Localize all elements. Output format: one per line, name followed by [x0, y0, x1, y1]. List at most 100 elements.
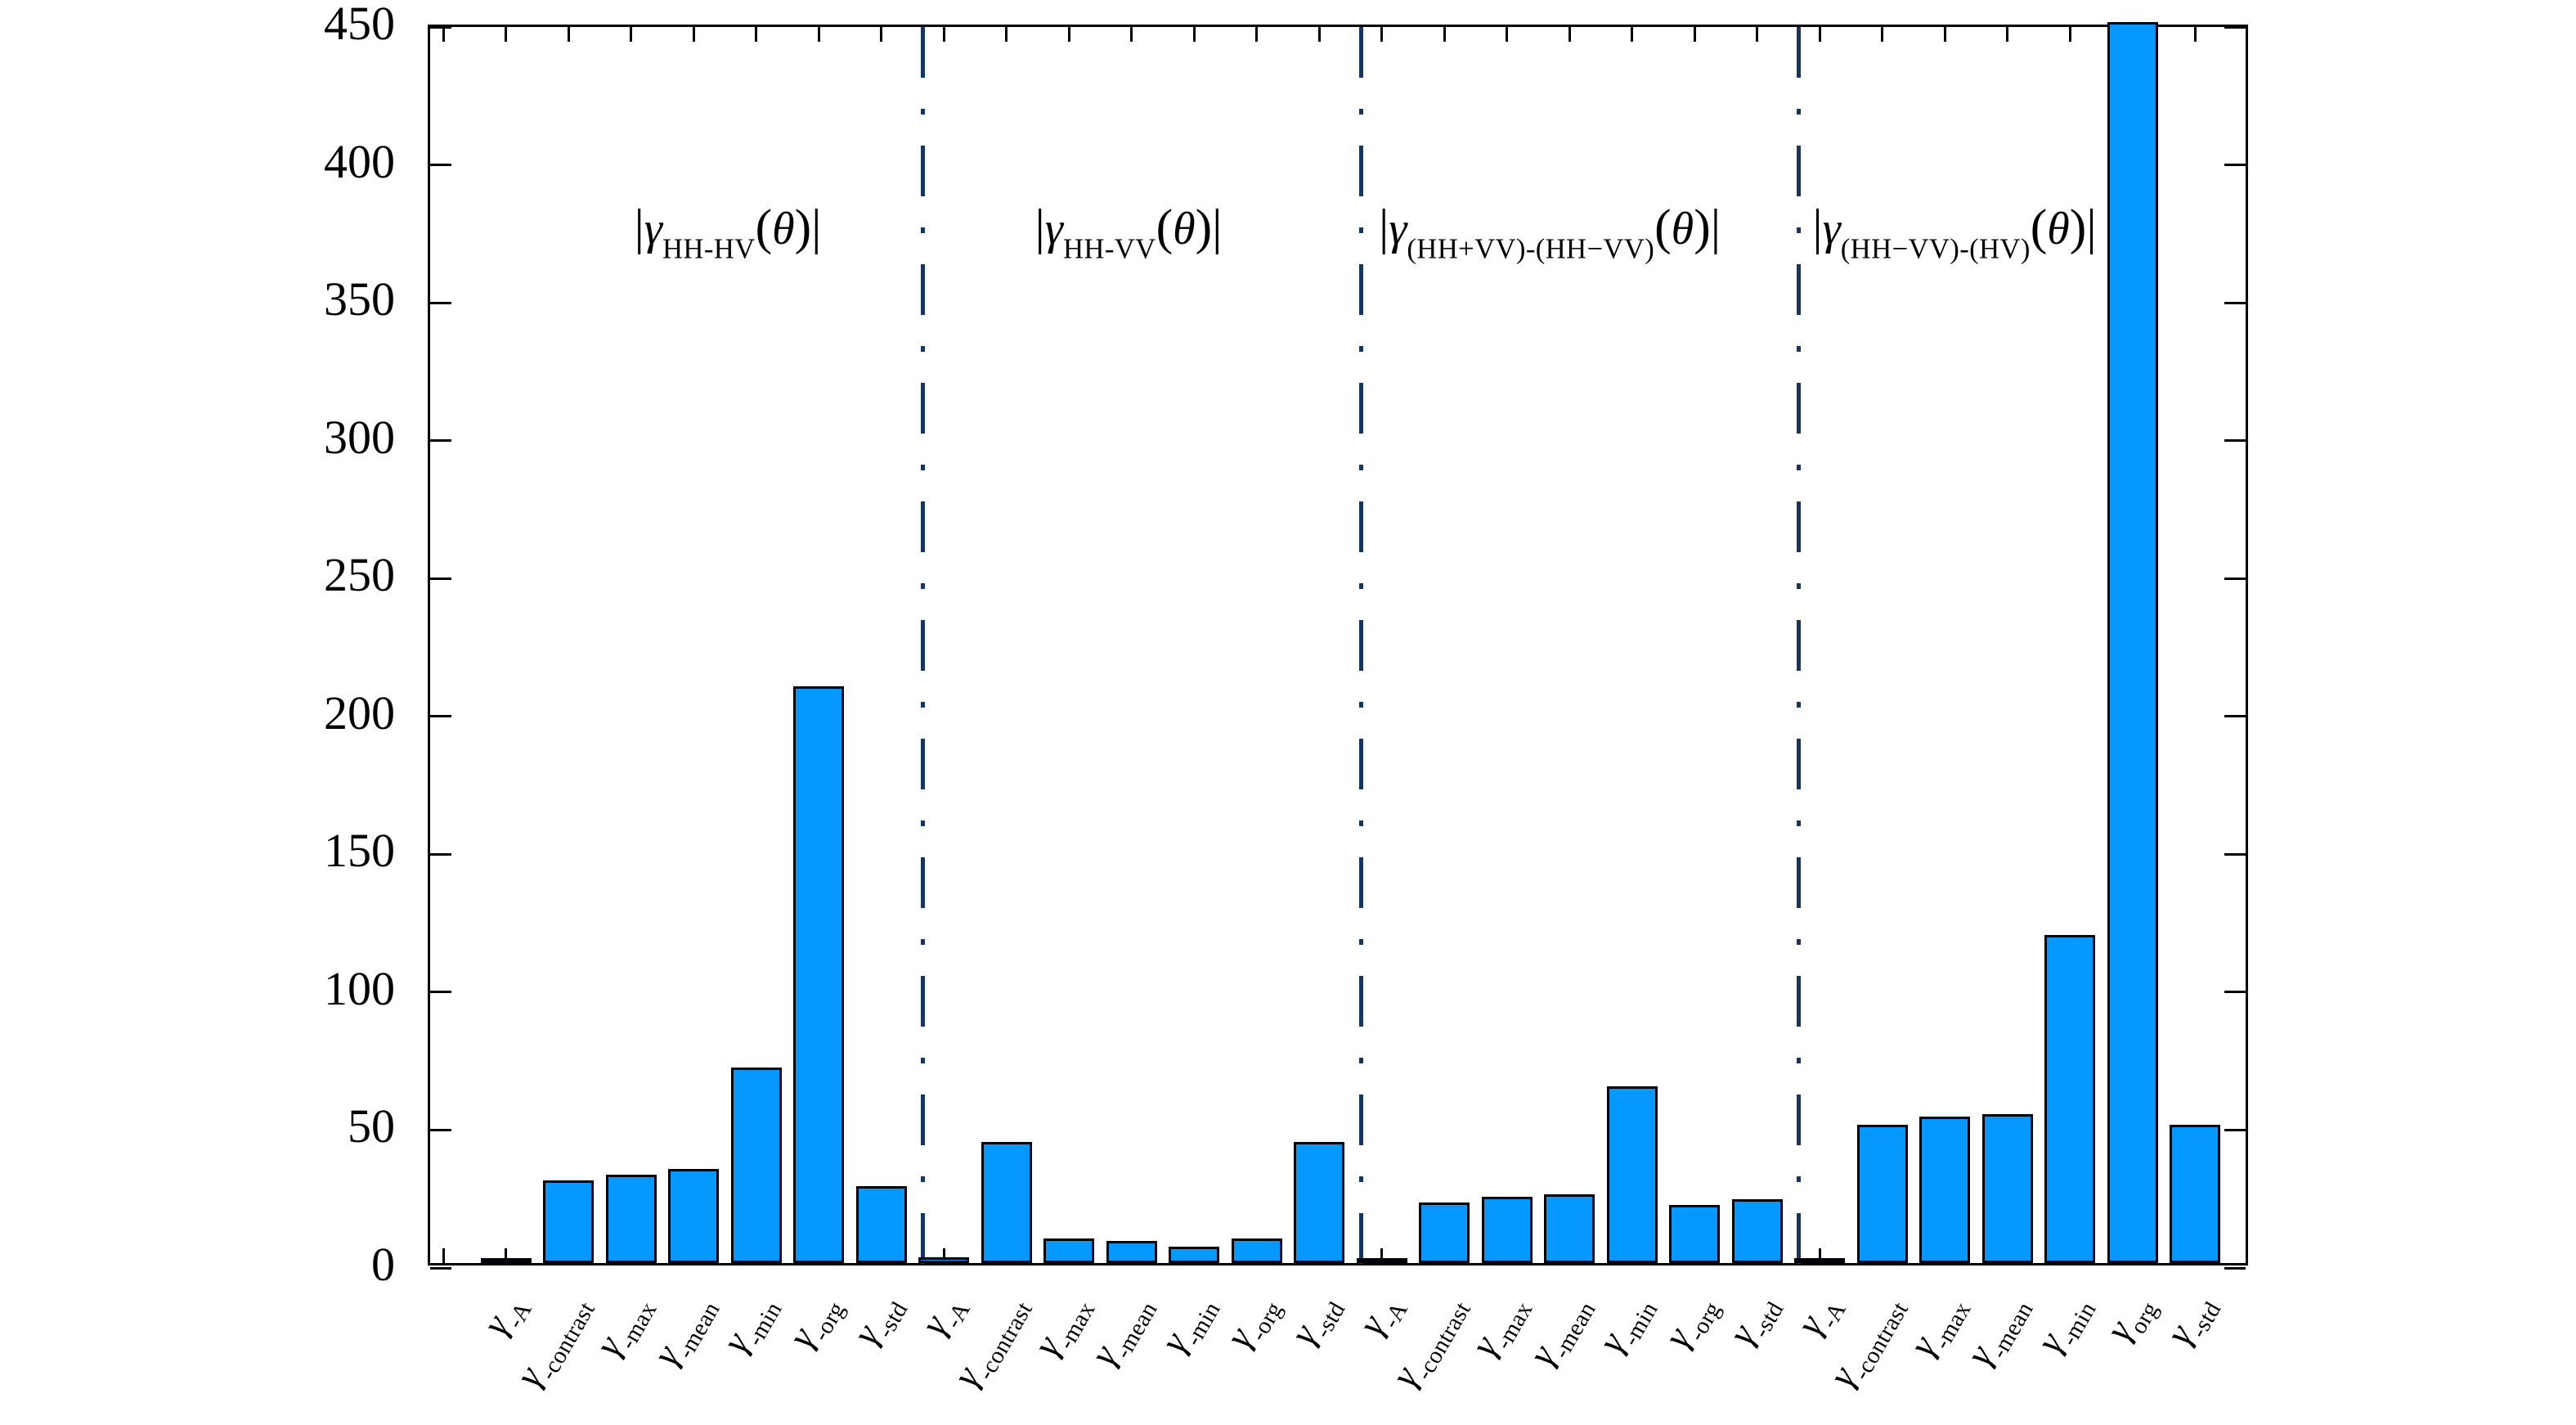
- x-tick-top: [442, 27, 445, 42]
- x-tick-top: [1756, 27, 1758, 42]
- y-tick-right: [2224, 1266, 2246, 1270]
- bar-γ-mean: [1106, 1241, 1157, 1263]
- x-tick-top: [1005, 27, 1008, 42]
- bar-γ-min: [2044, 934, 2095, 1263]
- y-tick-left: [430, 715, 451, 718]
- x-tick-top: [2193, 27, 2197, 42]
- y-tick-label: 400: [324, 134, 395, 188]
- x-tick-bottom: [942, 1248, 945, 1263]
- y-tick-right: [2224, 991, 2246, 994]
- x-tick-bottom: [1380, 1248, 1383, 1263]
- y-tick-left: [430, 25, 451, 29]
- bar-γ-A: [918, 1257, 969, 1263]
- x-tick-label: γorg: [2097, 1297, 2165, 1347]
- x-tick-top: [1130, 27, 1133, 42]
- x-tick-top: [692, 27, 695, 42]
- x-tick-bottom: [442, 1248, 445, 1263]
- x-tick-label: γ-std: [843, 1297, 913, 1351]
- bar-γ-contrast: [543, 1180, 594, 1263]
- x-tick-label: γ-mean: [1958, 1297, 2040, 1373]
- bar-γ-min: [1169, 1246, 1219, 1263]
- x-tick-label: γ-org: [1655, 1297, 1726, 1355]
- x-tick-top: [567, 27, 570, 42]
- y-tick-right: [2224, 25, 2246, 29]
- bar-γ-org: [1669, 1205, 1720, 1263]
- x-tick-top: [1067, 27, 1070, 42]
- x-tick-label: γ-A: [473, 1297, 538, 1342]
- bar-γ-std: [1731, 1199, 1783, 1263]
- x-tick-bottom: [1818, 1248, 1821, 1263]
- x-tick-label: γ-std: [2157, 1297, 2227, 1351]
- x-tick-top: [1255, 27, 1258, 42]
- group-formula-label: |γ(HH+VV)-(HH−VV)(θ)|: [1378, 199, 1721, 265]
- x-tick-top: [1631, 27, 1633, 42]
- x-tick-top: [505, 27, 507, 42]
- y-tick-right: [2224, 301, 2246, 304]
- bar-γ-std: [1294, 1141, 1344, 1263]
- x-tick-label: γ-min: [2027, 1297, 2102, 1360]
- group-separator: [920, 27, 925, 1268]
- y-tick-label: 100: [324, 961, 395, 1015]
- bar-γ-org: [793, 686, 844, 1263]
- x-tick-bottom: [505, 1248, 507, 1263]
- x-tick-label: γ-mean: [644, 1297, 725, 1373]
- bar-γ-std: [855, 1185, 907, 1263]
- x-tick-label: γ-std: [1281, 1297, 1351, 1351]
- bar-γ-A: [1794, 1258, 1845, 1263]
- y-tick-left: [430, 991, 451, 994]
- bar-γ-min: [730, 1067, 782, 1263]
- bar-γ-contrast: [1856, 1125, 1908, 1263]
- x-tick-top: [2006, 27, 2008, 42]
- x-tick-top: [1192, 27, 1196, 42]
- x-tick-top: [630, 27, 632, 42]
- y-tick-left: [430, 301, 451, 304]
- bar-γorg: [2107, 22, 2158, 1263]
- x-tick-top: [1317, 27, 1321, 42]
- x-tick-label: γ-A: [911, 1297, 976, 1342]
- group-formula-label: |γ(HH−VV)-(HV)(θ)|: [1812, 199, 2097, 265]
- bar-γ-max: [1919, 1117, 1970, 1263]
- y-tick-left: [430, 1128, 451, 1131]
- bar-γ-std: [2170, 1125, 2220, 1263]
- y-tick-label: 250: [324, 548, 395, 602]
- x-tick-top: [1818, 27, 1821, 42]
- bar-γ-max: [605, 1175, 657, 1263]
- bar-γ-mean: [1544, 1193, 1595, 1263]
- x-tick-top: [2068, 27, 2071, 42]
- x-tick-top: [1693, 27, 1696, 42]
- x-tick-label: γ-A: [1349, 1297, 1414, 1342]
- x-tick-top: [1568, 27, 1571, 42]
- bar-γ-mean: [1981, 1113, 2033, 1263]
- x-tick-label: γ-std: [1719, 1297, 1789, 1351]
- bar-γ-org: [1231, 1238, 1282, 1263]
- x-tick-top: [1881, 27, 1883, 42]
- x-tick-top: [1943, 27, 1946, 42]
- group-separator: [1796, 27, 1801, 1268]
- x-tick-label: γ-org: [779, 1297, 850, 1355]
- y-tick-label: 350: [324, 272, 395, 326]
- y-tick-label: 200: [324, 686, 395, 739]
- x-tick-label: γ-org: [1217, 1297, 1289, 1355]
- y-tick-label: 300: [324, 410, 395, 464]
- x-tick-top: [817, 27, 820, 42]
- bar-γ-max: [1043, 1238, 1094, 1263]
- x-tick-top: [755, 27, 757, 42]
- x-tick-label: γ-min: [1151, 1297, 1226, 1360]
- y-tick-left: [430, 852, 451, 856]
- x-tick-label: γ-min: [1590, 1297, 1664, 1360]
- group-formula-label: |γHH-VV(θ)|: [1034, 199, 1223, 265]
- y-tick-left: [430, 1266, 451, 1270]
- plot-area: [428, 22, 2248, 1270]
- x-tick-label: γ-A: [1787, 1297, 1851, 1342]
- y-tick-left: [430, 577, 451, 580]
- x-tick-top: [880, 27, 882, 42]
- bar-γ-A: [480, 1258, 532, 1263]
- x-tick-top: [942, 27, 945, 42]
- bar-γ-A: [1356, 1258, 1407, 1263]
- y-tick-label: 50: [348, 1099, 395, 1153]
- y-tick-left: [430, 439, 451, 443]
- x-tick-label: γ-mean: [1082, 1297, 1164, 1373]
- bar-γ-min: [1606, 1086, 1658, 1263]
- y-tick-right: [2224, 852, 2246, 856]
